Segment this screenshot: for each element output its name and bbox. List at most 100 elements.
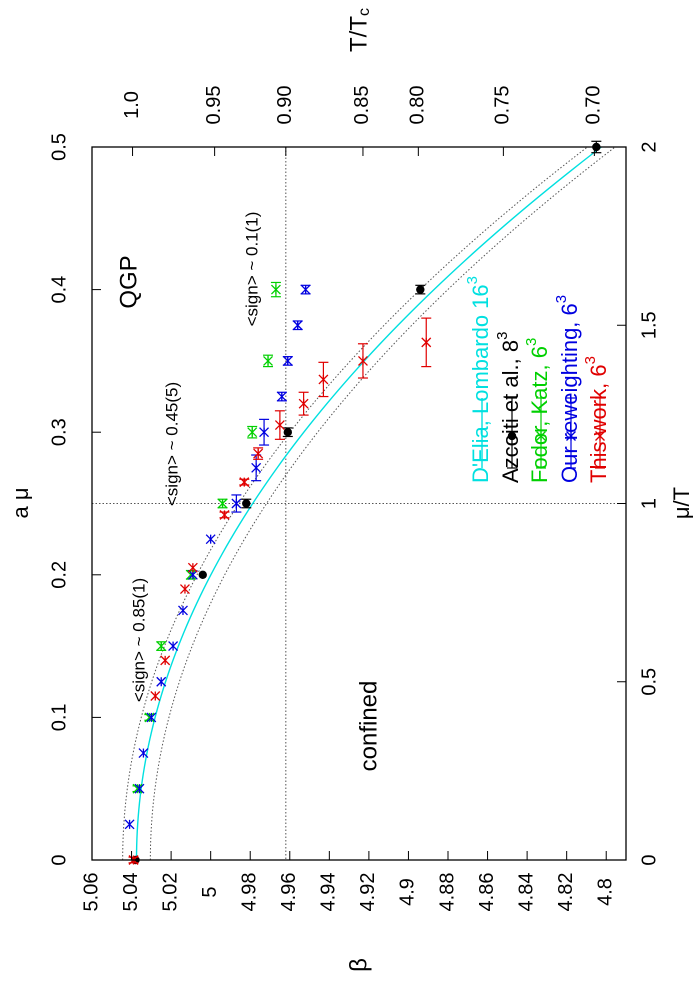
- axis-label-mu-over-t: μ/T: [669, 487, 694, 519]
- data-point: [187, 562, 198, 573]
- data-point: [251, 462, 262, 473]
- annotation-sign-1: <sign> ~ 0.85(1): [129, 578, 148, 702]
- data-point: [300, 284, 311, 295]
- fit-band-lower: [149, 146, 616, 861]
- data-point: [421, 337, 432, 348]
- data-point: [134, 783, 145, 794]
- tick-label-a-mu: 0.5: [48, 133, 70, 161]
- data-point: [282, 355, 293, 366]
- tick-layer: [91, 146, 626, 861]
- legend-label-4: This work, 63: [582, 356, 611, 483]
- tick-label-beta: 5.02: [159, 873, 181, 912]
- data-point: [185, 569, 196, 580]
- tick-label-t-over-tc: 0.85: [351, 86, 373, 125]
- tick-label-beta: 4.94: [318, 873, 340, 912]
- data-marks-layer: [124, 140, 602, 865]
- legend-swatch-1: [507, 397, 517, 469]
- series-1: [131, 140, 602, 865]
- series-3: [124, 284, 311, 830]
- tick-label-a-mu: 0.2: [48, 561, 70, 589]
- data-point: [416, 285, 425, 294]
- tick-label-beta: 4.98: [239, 873, 261, 912]
- data-point: [259, 427, 270, 438]
- tick-label-t-over-tc: 0.75: [492, 86, 514, 125]
- data-point: [283, 428, 292, 437]
- tick-label-beta: 4.82: [555, 873, 577, 912]
- data-point: [274, 420, 285, 431]
- tick-label-beta: 5: [199, 886, 221, 897]
- data-point: [292, 320, 303, 331]
- tick-label-mu-over-t: 0: [638, 854, 660, 865]
- tick-label-beta: 4.8: [595, 878, 617, 906]
- data-point: [231, 498, 242, 509]
- annotation-qgp: QGP: [115, 255, 142, 308]
- tick-label-beta: 5.06: [80, 873, 102, 912]
- axis-label-beta: β: [345, 958, 372, 972]
- data-point: [144, 712, 155, 723]
- tick-label-a-mu: 0: [48, 854, 70, 865]
- data-point: [198, 570, 207, 579]
- data-point: [263, 355, 273, 366]
- data-point: [357, 355, 368, 366]
- tick-label-beta: 4.92: [357, 873, 379, 912]
- data-point: [219, 509, 230, 520]
- data-point: [318, 374, 329, 385]
- tick-label-layer: 0 0.1 0.2 0.3 0.4 0.5 5.06 5.04 5.02 5 4.98 4.96 4.9…: [48, 86, 660, 912]
- fit-curve-delia-lombardo: [135, 146, 602, 861]
- legend-label-0: D'Elia, Lombardo 163: [464, 276, 493, 483]
- legend-label-3: Our reweighting, 63: [553, 295, 582, 483]
- annotation-layer: QGP confined <sign> ~ 0.85(1) <sign> ~ 0.45…: [115, 212, 382, 772]
- data-point: [160, 655, 171, 666]
- data-point: [298, 398, 309, 409]
- data-point: [205, 534, 216, 545]
- tick-label-t-over-tc: 0.80: [407, 86, 429, 125]
- tick-label-mu-over-t: 1.5: [638, 311, 660, 339]
- data-point: [138, 748, 149, 759]
- data-point: [239, 477, 250, 488]
- tick-label-t-over-tc: 1.0: [121, 91, 143, 119]
- legend-swatch-3: [566, 397, 576, 469]
- fit-band-layer: [122, 146, 616, 861]
- tick-label-mu-over-t: 1: [638, 498, 660, 509]
- data-point: [168, 641, 179, 652]
- tick-label-beta: 4.84: [515, 873, 537, 912]
- data-point: [253, 448, 264, 459]
- tick-label-beta: 4.9: [397, 878, 419, 906]
- axis-label-a-mu: a μ: [8, 487, 33, 518]
- tick-label-a-mu: 0.3: [48, 418, 70, 446]
- tick-label-mu-over-t: 0.5: [638, 668, 660, 696]
- tick-label-beta: 5.04: [120, 873, 142, 912]
- data-point: [132, 783, 143, 794]
- axis-label-t-over-tc: T/Tc: [345, 8, 373, 52]
- data-point: [247, 427, 258, 438]
- data-point: [156, 641, 167, 652]
- tick-label-t-over-tc: 0.95: [203, 86, 225, 125]
- tick-label-t-over-tc: 0.70: [583, 86, 605, 125]
- series-4: [128, 317, 432, 865]
- data-point: [276, 391, 287, 402]
- data-point: [150, 691, 161, 701]
- data-point: [156, 676, 167, 687]
- data-point: [179, 584, 190, 595]
- tick-label-beta: 4.96: [278, 873, 300, 912]
- fit-band-upper: [122, 146, 588, 861]
- annotation-sign-3: <sign> ~ 0.1(1): [242, 212, 261, 327]
- annotation-confined: confined: [355, 681, 382, 772]
- legend-swatch-4: [595, 397, 605, 469]
- legend-label-1: Azcoiti et al., 83: [494, 332, 523, 483]
- tick-label-a-mu: 0.4: [48, 276, 70, 304]
- data-point: [124, 819, 135, 830]
- data-point: [146, 712, 157, 723]
- annotation-sign-2: <sign> ~ 0.45(5): [162, 382, 181, 506]
- tick-label-beta: 4.86: [476, 873, 498, 912]
- tick-label-t-over-tc: 0.90: [274, 86, 296, 125]
- tick-label-a-mu: 0.1: [48, 703, 70, 731]
- data-point: [242, 499, 251, 508]
- data-point: [270, 284, 281, 295]
- data-point: [217, 498, 228, 509]
- series-2: [132, 281, 281, 794]
- tick-label-beta: 4.88: [436, 873, 458, 912]
